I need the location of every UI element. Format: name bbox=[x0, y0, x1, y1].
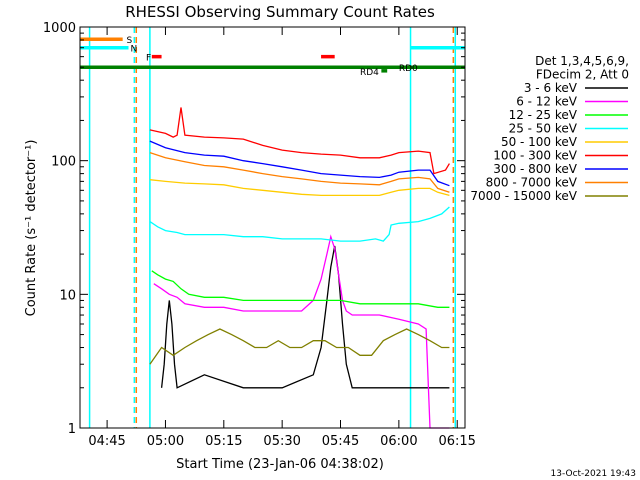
footer-timestamp: 13-Oct-2021 19:43 bbox=[551, 469, 636, 479]
state-label-rd4: RD4 bbox=[360, 68, 379, 78]
legend-label-4: 50 - 100 keV bbox=[501, 135, 578, 149]
legend-label-3: 25 - 50 keV bbox=[509, 122, 578, 136]
x-axis-label: Start Time (23-Jan-06 04:38:02) bbox=[176, 457, 384, 472]
legend-header-0: Det 1,3,4,5,6,9, bbox=[535, 54, 629, 68]
state-label-f: F bbox=[146, 54, 151, 64]
plot-area: SNF RD0 RD4 bbox=[80, 27, 465, 429]
series-line-5 bbox=[149, 107, 450, 175]
series-line-6 bbox=[149, 140, 450, 187]
legend-label-2: 12 - 25 keV bbox=[509, 108, 578, 122]
series-line-0 bbox=[160, 245, 450, 389]
state-label-rd0: RD0 bbox=[399, 64, 418, 74]
x-tick-label-4: 05:45 bbox=[322, 434, 359, 449]
y-tick-label-3: 1000 bbox=[43, 21, 76, 36]
x-tick-label-5: 06:00 bbox=[380, 434, 417, 449]
legend-label-7: 800 - 7000 keV bbox=[486, 176, 578, 190]
legend-label-0: 3 - 6 keV bbox=[524, 81, 578, 95]
series-line-3 bbox=[149, 206, 450, 242]
plot-frame bbox=[79, 26, 466, 429]
y-axis-label: Count Rate (s⁻¹ detector⁻¹) bbox=[24, 140, 39, 317]
y-tick-label-1: 10 bbox=[59, 288, 76, 303]
legend-label-1: 6 - 12 keV bbox=[516, 95, 578, 109]
state-label-n: N bbox=[130, 45, 137, 55]
x-tick-label-0: 04:45 bbox=[88, 434, 125, 449]
legend-label-5: 100 - 300 keV bbox=[493, 149, 577, 163]
series-line-8 bbox=[149, 328, 450, 365]
y-tick-label-2: 100 bbox=[51, 155, 76, 170]
series-line-1 bbox=[153, 234, 450, 429]
axes: 1 10 100 1000 04:45 05:00 05:15 05:30 05:45 06:00… bbox=[43, 21, 476, 449]
legend: Det 1,3,4,5,6,9,FDecim 2, Att 03 - 6 keV… bbox=[470, 54, 629, 203]
x-tick-label-1: 05:00 bbox=[147, 434, 184, 449]
state-label-s: S bbox=[127, 36, 133, 46]
x-tick-label-2: 05:15 bbox=[205, 434, 242, 449]
x-tick-label-3: 05:30 bbox=[263, 434, 300, 449]
series-line-7 bbox=[149, 151, 450, 193]
legend-label-6: 300 - 800 keV bbox=[493, 162, 577, 176]
series-line-4 bbox=[149, 179, 450, 197]
legend-label-8: 7000 - 15000 keV bbox=[470, 189, 577, 203]
legend-header-1: FDecim 2, Att 0 bbox=[536, 68, 629, 82]
y-tick-label-0: 1 bbox=[68, 422, 76, 437]
series-line-2 bbox=[151, 270, 450, 308]
x-tick-label-6: 06:15 bbox=[438, 434, 475, 449]
chart-title: RHESSI Observing Summary Count Rates bbox=[125, 3, 435, 21]
